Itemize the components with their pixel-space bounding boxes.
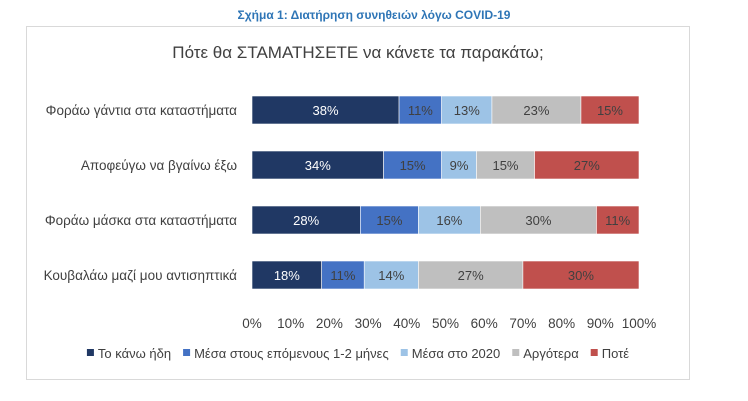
- bars-group: 38% 11% 13% 23% 15% 34% 15% 9% 15% 27% 28% 15% 16% 30…: [251, 95, 640, 290]
- data-label-row1-series3: 13%: [454, 103, 480, 118]
- x-axis-ticks: 0% 10% 20% 30% 40% 50% 60% 70% 80% 90% 100%: [242, 316, 656, 331]
- data-label-row4-series5: 30%: [568, 268, 594, 283]
- data-label-row4-series2: 11%: [330, 268, 355, 283]
- data-label-row4-series4: 27%: [458, 268, 484, 283]
- category-label-2: Αποφεύγω να βγαίνω έξω: [81, 158, 237, 173]
- data-label-row1-series4: 23%: [523, 103, 549, 118]
- x-tick-label-2: 20%: [316, 316, 343, 331]
- bar-segment-row2-series1: [251, 150, 384, 180]
- data-label-row4-series3: 14%: [378, 268, 404, 283]
- figure-caption: Σχήμα 1: Διατήρηση συνηθειών λόγω COVID-…: [237, 8, 511, 22]
- data-label-row3-series2: 15%: [376, 213, 402, 228]
- data-label-row1-series1: 38%: [313, 103, 339, 118]
- legend-swatch-4: [512, 349, 520, 356]
- bar-segment-row1-series4: [491, 95, 582, 125]
- data-label-row2-series5: 27%: [574, 158, 600, 173]
- legend-label-4: Αργότερα: [523, 346, 579, 361]
- bar-segment-row4-series2: [321, 260, 365, 290]
- data-label-row2-series3: 9%: [450, 158, 469, 173]
- bar-segment-row2-series2: [383, 150, 442, 180]
- data-label-row4-series1: 18%: [274, 268, 300, 283]
- bar-segment-row2-series5: [534, 150, 640, 180]
- bar-segment-row2-series3: [441, 150, 477, 180]
- legend-swatch-2: [183, 349, 191, 356]
- x-tick-label-4: 40%: [393, 316, 420, 331]
- category-label-1: Φοράω γάντια στα καταστήματα: [46, 103, 238, 118]
- x-tick-label-3: 30%: [355, 316, 382, 331]
- data-label-row1-series5: 15%: [597, 103, 623, 118]
- legend-label-2: Μέσα στους επόμενους 1-2 μήνες: [194, 346, 389, 361]
- x-tick-label-9: 90%: [587, 316, 614, 331]
- bar-segment-row3-series4: [480, 205, 597, 235]
- x-tick-label-6: 60%: [471, 316, 498, 331]
- category-label-4: Κουβαλάω μαζί μου αντισηπτικά: [44, 268, 238, 283]
- data-label-row3-series4: 30%: [525, 213, 551, 228]
- x-tick-label-10: 100%: [622, 316, 657, 331]
- legend-swatch-1: [86, 349, 94, 356]
- data-label-row2-series4: 15%: [492, 158, 518, 173]
- legend-swatch-3: [400, 349, 408, 356]
- x-tick-label-1: 10%: [277, 316, 304, 331]
- bar-segment-row1-series5: [580, 95, 640, 125]
- data-label-row1-series2: 11%: [408, 103, 433, 118]
- data-label-row3-series1: 28%: [293, 213, 319, 228]
- data-label-row2-series1: 34%: [305, 158, 331, 173]
- bar-segment-row4-series3: [363, 260, 419, 290]
- x-tick-label-8: 80%: [548, 316, 575, 331]
- legend-label-3: Μέσα στο 2020: [412, 346, 501, 361]
- x-tick-label-7: 70%: [509, 316, 536, 331]
- legend-label-1: Το κάνω ήδη: [98, 346, 171, 361]
- x-tick-label-5: 50%: [432, 316, 459, 331]
- bar-segment-row3-series2: [360, 205, 419, 235]
- data-label-row2-series2: 15%: [400, 158, 426, 173]
- legend-swatch-5: [590, 349, 598, 356]
- data-label-row3-series5: 11%: [605, 213, 630, 228]
- bar-segment-row3-series1: [251, 205, 361, 235]
- bar-segment-row1-series1: [251, 95, 400, 125]
- chart-frame: [26, 26, 690, 380]
- bar-segment-row4-series5: [522, 260, 640, 290]
- data-label-row3-series3: 16%: [436, 213, 462, 228]
- legend: Το κάνω ήδη Μέσα στους επόμενους 1-2 μήνε…: [86, 346, 630, 361]
- x-tick-label-0: 0%: [242, 316, 262, 331]
- bar-segment-row3-series3: [418, 205, 481, 235]
- category-label-3: Φοράω μάσκα στα καταστήματα: [45, 213, 237, 228]
- bar-segment-row3-series5: [596, 205, 640, 235]
- bar-segment-row2-series4: [476, 150, 535, 180]
- category-labels: Φοράω γάντια στα καταστήματα Αποφεύγω να …: [44, 103, 238, 283]
- legend-label-5: Ποτέ: [602, 346, 630, 361]
- chart-title: Πότε θα ΣΤΑΜΑΤΗΣΕΤΕ να κάνετε τα παρακάτ…: [172, 43, 543, 62]
